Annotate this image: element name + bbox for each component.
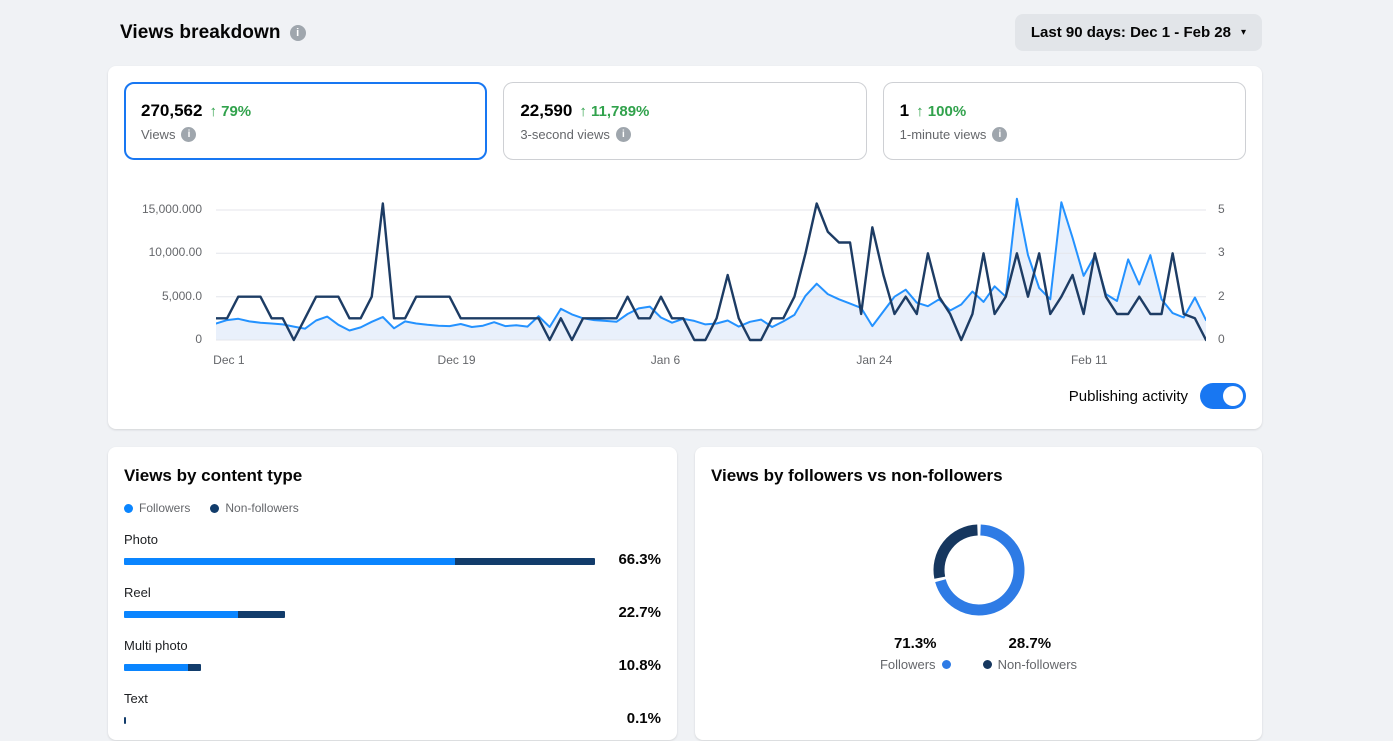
y-axis-right: 5 3 2 0 [1206,193,1246,346]
x-axis-label: Jan 24 [856,353,893,367]
stat-label: 1-minute views [899,126,987,142]
up-arrow-icon: ↑ [579,102,587,120]
views-breakdown-card: 270,562 ↑ 79% Views i 22,590 ↑ 11,789% 3… [108,66,1262,429]
toggle-label: Publishing activity [1068,387,1188,405]
stat-label: Views [141,126,176,142]
y-axis-tick-right: 3 [1218,245,1225,259]
content-type-bar [124,558,595,565]
bottom-cards: Views by content type Followers Non-foll… [108,447,1262,740]
content-type-label: Reel [124,585,151,600]
followers-bar-segment [124,558,456,565]
y-axis-tick-right: 5 [1218,202,1225,216]
legend-dot-icon [982,660,992,669]
content-type-value: 10.8% [618,657,661,674]
y-axis-tick-left: 10,000.00 [148,245,202,259]
content-type-bar [124,717,595,724]
y-axis-tick-left: 15,000.000 [141,202,202,216]
stat-value: 22,590 [520,100,573,120]
legend-item: Non-followers [210,501,299,515]
content-type-rows: Photo 66.3% Reel [124,532,661,727]
content-type-row: Photo 66.3% [124,532,661,568]
donut-legend-item: 71.3% Followers [880,635,951,672]
page-title: Views breakdown [120,21,281,43]
donut-legend-value: 71.3% [893,635,937,652]
legend-dot-icon [124,503,133,513]
y-axis-tick-right: 2 [1218,289,1225,303]
page-header: Views breakdown i Last 90 days: Dec 1 - … [108,14,1262,51]
stat-value: 270,562 [141,100,203,120]
x-axis: Dec 1 Dec 19 Jan 6 Jan 24 Feb 11 [213,343,1206,375]
content-type-value: 66.3% [618,551,661,568]
content-type-legend: Followers Non-followers [124,501,661,515]
x-axis-label: Feb 11 [1070,353,1108,367]
x-axis-label: Dec 19 [437,353,476,367]
legend-item: Followers [124,501,190,515]
stat-delta: ↑ 79% [209,102,252,120]
content-type-row: Multi photo 10.8% [124,638,661,674]
content-type-value: 22.7% [618,604,661,621]
donut-legend-label: Followers [880,657,951,672]
content-type-bar [124,611,595,618]
legend-dot-icon [941,660,951,669]
non-followers-bar-segment [237,611,286,618]
y-axis-tick-left: 5,000.0 [161,289,202,303]
stat-cards: 270,562 ↑ 79% Views i 22,590 ↑ 11,789% 3… [124,82,1246,160]
views-by-content-type-card: Views by content type Followers Non-foll… [108,447,677,740]
info-icon[interactable]: i [289,24,306,41]
info-icon[interactable]: i [615,126,631,142]
publishing-activity-line [216,204,1206,341]
info-icon[interactable]: i [992,126,1008,142]
date-range-selector[interactable]: Last 90 days: Dec 1 - Feb 28 ▾ [1014,14,1262,51]
stat-value: 1 [899,100,910,120]
date-range-label: Last 90 days: Dec 1 - Feb 28 [1030,24,1231,41]
y-axis-tick-right: 0 [1218,332,1225,346]
publishing-activity-row: Publishing activity [124,383,1246,413]
stat-label: 3-second views [520,126,610,142]
content-type-bar [124,664,595,671]
followers-bar-segment [124,611,238,618]
stat-card-1-minute-views[interactable]: 1 ↑ 100% 1-minute views i [882,82,1246,160]
content-type-row: Text 0.1% [124,691,661,727]
card-title: Views by content type [124,466,303,485]
non-followers-bar-segment [455,558,595,565]
chevron-down-icon: ▾ [1240,26,1246,38]
y-axis-tick-left: 0 [195,332,202,346]
donut-segment-followers [934,524,1024,616]
stat-card-views[interactable]: 270,562 ↑ 79% Views i [124,82,488,160]
x-axis-label: Jan 6 [650,353,681,367]
stat-card-3-second-views[interactable]: 22,590 ↑ 11,789% 3-second views i [503,82,867,160]
y-axis-left: 15,000.000 10,000.00 5,000.0 0 [124,193,216,346]
stat-delta: ↑ 100% [916,102,967,120]
followers-bar-segment [124,664,188,671]
toggle-knob [1223,386,1243,406]
followers-donut-chart [933,524,1024,616]
content-type-label: Photo [124,532,158,547]
donut-legend-value: 28.7% [1008,635,1052,652]
up-arrow-icon: ↑ [209,102,217,120]
insights-page: Views breakdown i Last 90 days: Dec 1 - … [108,0,1262,740]
donut-legend: 71.3% Followers 28.7% Non-followers [880,635,1077,672]
donut-segment-non-followers [933,524,978,579]
donut-legend-label: Non-followers [982,657,1077,672]
up-arrow-icon: ↑ [916,102,924,120]
card-title: Views by followers vs non-followers [711,466,1003,485]
content-type-value: 0.1% [626,710,661,727]
non-followers-bar-segment [124,717,126,724]
content-type-label: Multi photo [124,638,188,653]
donut-legend-item: 28.7% Non-followers [982,635,1077,672]
views-by-followers-card: Views by followers vs non-followers 71.3… [695,447,1262,740]
line-chart-plot [216,193,1206,343]
publishing-activity-toggle[interactable] [1200,383,1246,409]
views-line [216,199,1206,331]
content-type-label: Text [124,691,148,706]
content-type-row: Reel 22.7% [124,585,661,621]
info-icon[interactable]: i [181,126,197,142]
stat-delta: ↑ 11,789% [579,102,650,120]
non-followers-bar-segment [187,664,201,671]
x-axis-label: Dec 1 [213,353,245,367]
legend-dot-icon [210,503,220,513]
views-area [216,198,1206,340]
